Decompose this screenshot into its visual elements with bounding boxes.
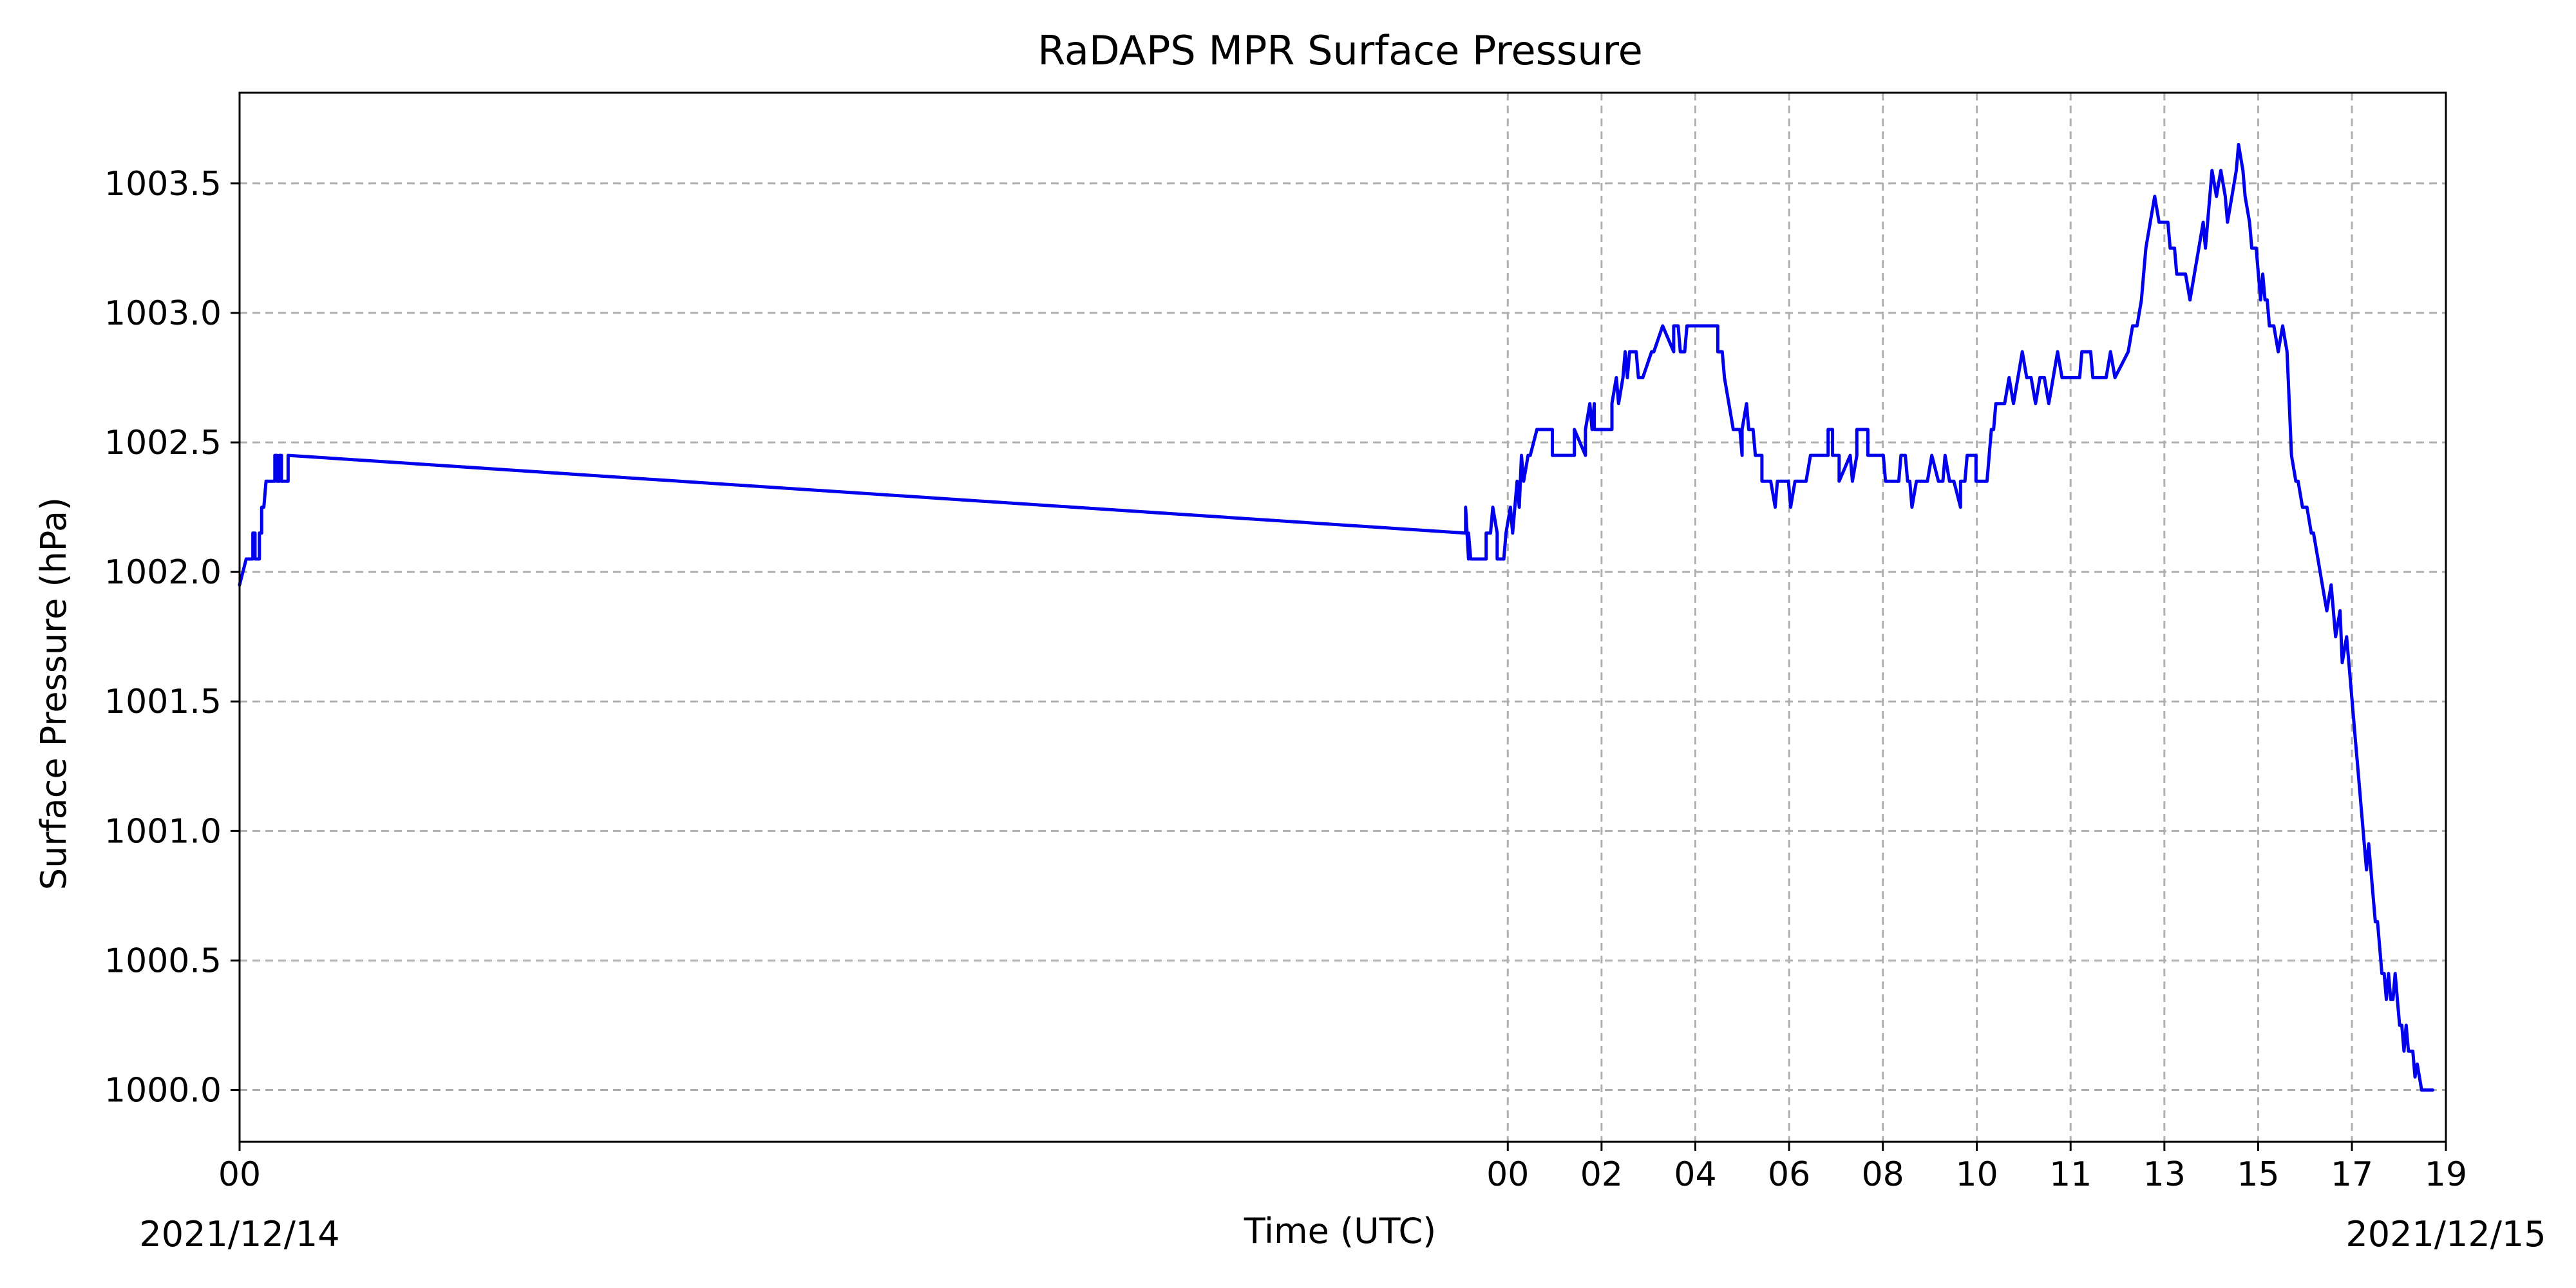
x-tick-label: 10 bbox=[1956, 1155, 1998, 1194]
y-axis-label: Surface Pressure (hPa) bbox=[33, 497, 74, 890]
y-tick-label: 1001.0 bbox=[104, 812, 222, 851]
y-tick-label: 1003.0 bbox=[104, 294, 222, 333]
x-tick-label: 11 bbox=[2049, 1155, 2092, 1194]
x-axis: 00 00 02 04 06 08 10 11 13 15 17 19 bbox=[218, 1142, 2467, 1194]
y-tick-label: 1001.5 bbox=[104, 683, 222, 721]
x-tick-label: 06 bbox=[1768, 1155, 1810, 1194]
x-tick-label: 08 bbox=[1862, 1155, 1904, 1194]
y-tick-label: 1000.5 bbox=[104, 942, 222, 980]
x-tick-label: 17 bbox=[2331, 1155, 2373, 1194]
y-tick-label: 1002.0 bbox=[104, 553, 222, 592]
x-tick-label: 15 bbox=[2237, 1155, 2279, 1194]
x-tick-label: 19 bbox=[2425, 1155, 2467, 1194]
x-end-date: 2021/12/15 bbox=[2345, 1214, 2546, 1255]
x-tick-label: 00 bbox=[218, 1155, 261, 1194]
chart-title: RaDAPS MPR Surface Pressure bbox=[1037, 27, 1643, 74]
plot-frame bbox=[238, 91, 2447, 1143]
y-tick-label: 1003.5 bbox=[104, 165, 222, 204]
x-axis-label: Time (UTC) bbox=[1244, 1211, 1437, 1251]
y-tick-label: 1000.0 bbox=[104, 1072, 222, 1110]
y-axis: 1000.0 1000.5 1001.0 1001.5 1002.0 1002.5 1003… bbox=[104, 165, 240, 1110]
x-tick-label: 13 bbox=[2143, 1155, 2186, 1194]
x-tick-label: 04 bbox=[1674, 1155, 1716, 1194]
x-tick-label: 00 bbox=[1486, 1155, 1529, 1194]
y-tick-label: 1002.5 bbox=[104, 424, 222, 462]
x-start-date: 2021/12/14 bbox=[139, 1214, 339, 1255]
x-tick-label: 02 bbox=[1580, 1155, 1623, 1194]
series-line bbox=[238, 142, 2434, 1092]
